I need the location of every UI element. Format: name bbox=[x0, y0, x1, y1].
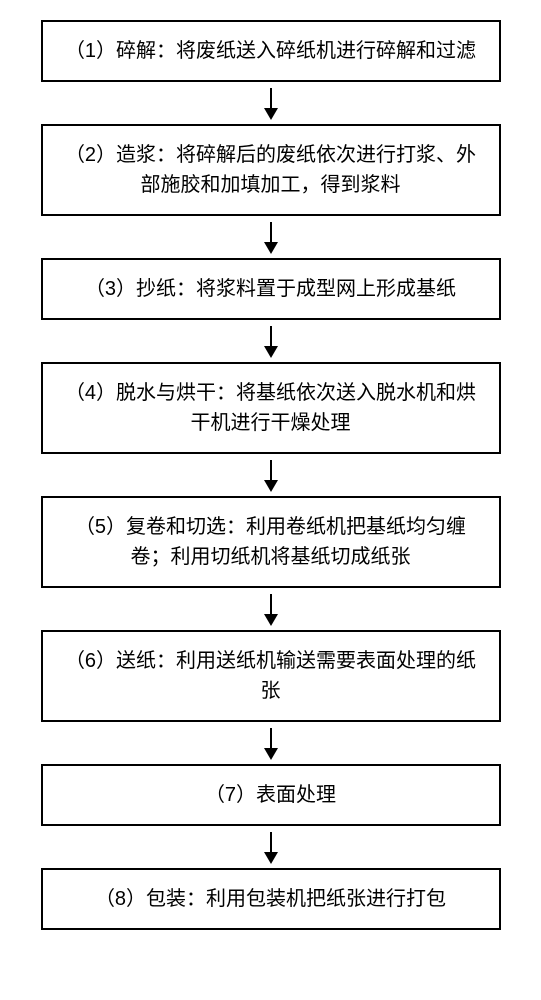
arrow-5 bbox=[270, 588, 272, 630]
step-label: （4）脱水与烘干：将基纸依次送入脱水机和烘干机进行干燥处理 bbox=[63, 378, 479, 438]
step-label: （3）抄纸：将浆料置于成型网上形成基纸 bbox=[85, 274, 456, 304]
flowchart-step-6: （6）送纸：利用送纸机输送需要表面处理的纸张 bbox=[41, 630, 501, 722]
flowchart-step-5: （5）复卷和切选：利用卷纸机把基纸均匀缠卷；利用切纸机将基纸切成纸张 bbox=[41, 496, 501, 588]
step-label: （1）碎解：将废纸送入碎纸机进行碎解和过滤 bbox=[65, 36, 476, 66]
step-label: （2）造浆：将碎解后的废纸依次进行打浆、外部施胶和加填加工，得到浆料 bbox=[63, 140, 479, 200]
step-label: （5）复卷和切选：利用卷纸机把基纸均匀缠卷；利用切纸机将基纸切成纸张 bbox=[63, 512, 479, 572]
arrow-7 bbox=[270, 826, 272, 868]
arrow-2 bbox=[270, 216, 272, 258]
arrow-3 bbox=[270, 320, 272, 362]
flowchart-step-8: （8）包装：利用包装机把纸张进行打包 bbox=[41, 868, 501, 930]
flowchart-step-1: （1）碎解：将废纸送入碎纸机进行碎解和过滤 bbox=[41, 20, 501, 82]
flowchart-step-7: （7）表面处理 bbox=[41, 764, 501, 826]
step-label: （7）表面处理 bbox=[205, 780, 336, 810]
flowchart-step-4: （4）脱水与烘干：将基纸依次送入脱水机和烘干机进行干燥处理 bbox=[41, 362, 501, 454]
step-label: （8）包装：利用包装机把纸张进行打包 bbox=[95, 884, 446, 914]
flowchart-step-2: （2）造浆：将碎解后的废纸依次进行打浆、外部施胶和加填加工，得到浆料 bbox=[41, 124, 501, 216]
flowchart-step-3: （3）抄纸：将浆料置于成型网上形成基纸 bbox=[41, 258, 501, 320]
arrow-6 bbox=[270, 722, 272, 764]
step-label: （6）送纸：利用送纸机输送需要表面处理的纸张 bbox=[63, 646, 479, 706]
arrow-1 bbox=[270, 82, 272, 124]
arrow-4 bbox=[270, 454, 272, 496]
